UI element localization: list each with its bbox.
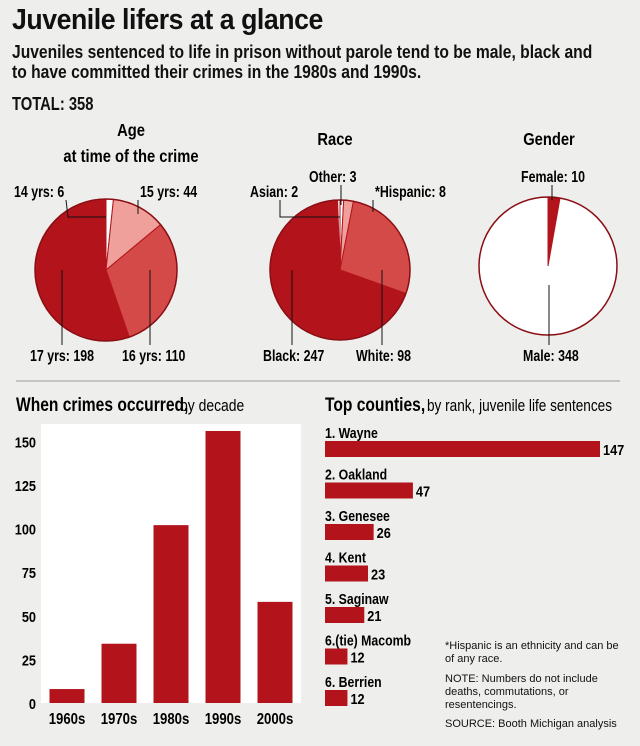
county-bar-4 bbox=[325, 607, 365, 623]
decade-ytick-0: 0 bbox=[29, 695, 36, 712]
county-bar-0 bbox=[325, 441, 600, 457]
county-label-6: 6. Berrien bbox=[325, 674, 382, 690]
age-title: Age bbox=[117, 121, 145, 141]
decade-ytick-5: 125 bbox=[15, 477, 36, 494]
decade-xtick-2: 1980s bbox=[153, 711, 190, 728]
decade-xtick-1: 1970s bbox=[101, 711, 138, 728]
decade-ytick-1: 25 bbox=[22, 651, 36, 668]
age-pie-outline bbox=[34, 198, 178, 342]
race-pie-label-3: White: 98 bbox=[356, 347, 411, 365]
county-bar-6 bbox=[325, 690, 348, 706]
hispanic-note: *Hispanic is an ethnicity and can be of … bbox=[445, 640, 619, 665]
decade-xtick-4: 2000s bbox=[257, 711, 294, 728]
race-title: Race bbox=[317, 130, 352, 150]
county-label-0: 1. Wayne bbox=[325, 425, 378, 441]
county-value-2: 26 bbox=[377, 524, 391, 541]
age-pie-leader-0 bbox=[65, 199, 106, 218]
decade-bar-0 bbox=[49, 689, 85, 703]
race-pie-label-1: *Hispanic: 8 bbox=[375, 183, 446, 201]
source-note: SOURCE: Booth Michigan analysis bbox=[445, 718, 617, 730]
decade-subtitle: by decade bbox=[180, 397, 244, 416]
county-value-1: 47 bbox=[416, 482, 430, 499]
county-value-4: 21 bbox=[367, 607, 381, 624]
county-title: Top counties, bbox=[325, 393, 425, 415]
decade-bar-4 bbox=[257, 601, 293, 703]
race-pie-label-0: Other: 3 bbox=[309, 168, 357, 186]
decade-bar-2 bbox=[153, 525, 189, 703]
decade-ytick-4: 100 bbox=[15, 521, 36, 538]
age-subtitle: at time of the crime bbox=[63, 147, 198, 167]
county-bar-1 bbox=[325, 482, 413, 499]
county-bar-5 bbox=[325, 648, 348, 665]
gender-pie-label-1: Male: 348 bbox=[523, 347, 579, 365]
race-pie-label-2: Black: 247 bbox=[263, 347, 324, 365]
county-bar-3 bbox=[325, 565, 369, 582]
decade-xtick-0: 1960s bbox=[49, 711, 86, 728]
race-pie-label-4: Asian: 2 bbox=[250, 183, 298, 201]
county-value-5: 12 bbox=[350, 648, 364, 665]
decade-ytick-2: 50 bbox=[22, 608, 36, 625]
decade-ytick-6: 150 bbox=[15, 433, 36, 450]
county-value-6: 12 bbox=[350, 690, 364, 707]
county-label-5: 6.(tie) Macomb bbox=[325, 632, 411, 648]
decade-xtick-3: 1990s bbox=[205, 711, 242, 728]
county-label-1: 2. Oakland bbox=[325, 466, 387, 482]
county-label-3: 4. Kent bbox=[325, 549, 366, 565]
age-pie-label-3: 17 yrs: 198 bbox=[30, 347, 94, 365]
county-value-0: 147 bbox=[603, 441, 624, 458]
gender-title: Gender bbox=[523, 130, 575, 150]
race-pie-outline bbox=[269, 199, 411, 341]
decade-bar-1 bbox=[101, 643, 137, 703]
decade-bar-3 bbox=[205, 430, 241, 703]
county-bar-2 bbox=[325, 524, 374, 540]
numbers-note: NOTE: Numbers do not include deaths, com… bbox=[445, 673, 598, 711]
gender-pie-outline bbox=[478, 196, 618, 336]
county-value-3: 23 bbox=[371, 565, 385, 582]
page-title: Juvenile lifers at a glance bbox=[12, 4, 323, 36]
county-subtitle: by rank, juvenile life sentences bbox=[427, 397, 612, 416]
county-label-4: 5. Saginaw bbox=[325, 591, 389, 607]
age-pie-label-2: 16 yrs: 110 bbox=[122, 347, 186, 365]
age-pie-label-1: 15 yrs: 44 bbox=[140, 183, 197, 201]
decade-ytick-3: 75 bbox=[22, 564, 36, 581]
decade-title: When crimes occurred, bbox=[16, 393, 188, 415]
gender-pie-label-0: Female: 10 bbox=[521, 168, 585, 186]
age-pie-label-0: 14 yrs: 6 bbox=[14, 183, 64, 201]
total-label: TOTAL: 358 bbox=[12, 94, 94, 114]
race-pie-leader-4 bbox=[279, 200, 340, 218]
county-label-2: 3. Genesee bbox=[325, 508, 390, 524]
page-subtitle: Juveniles sentenced to life in prison wi… bbox=[12, 41, 593, 82]
